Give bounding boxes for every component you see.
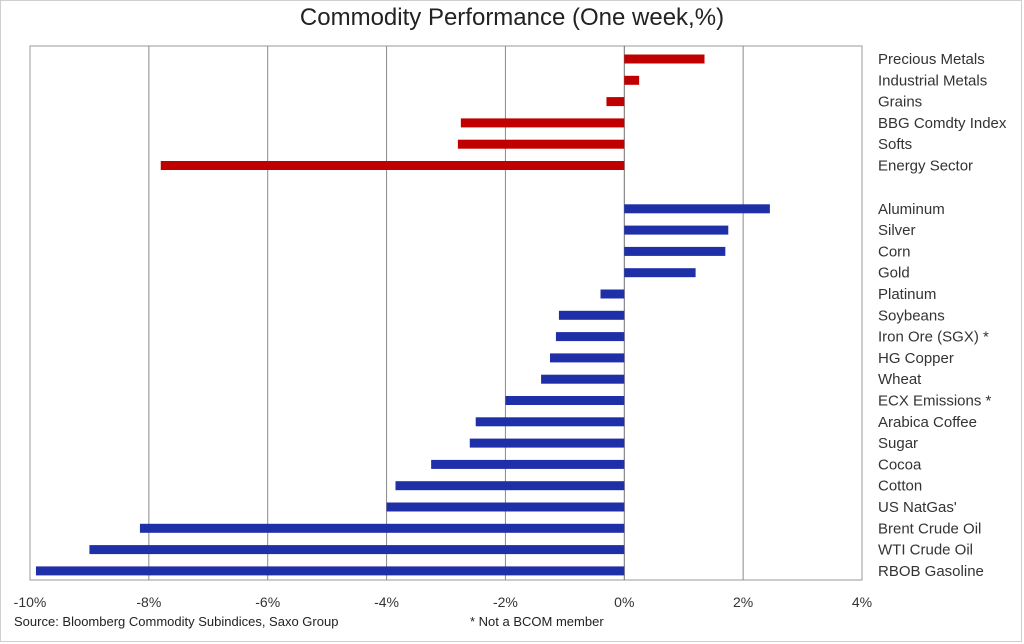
bar-cocoa xyxy=(431,459,625,469)
category-label: Energy Sector xyxy=(878,158,973,175)
x-tick-label: 0% xyxy=(614,594,634,610)
bar-grains xyxy=(606,97,625,107)
bar-cotton xyxy=(395,481,625,491)
bar-gold xyxy=(624,268,696,278)
category-label: BBG Comdty Index xyxy=(878,115,1007,132)
bar-sugar xyxy=(469,438,625,448)
bar-wti-crude-oil xyxy=(89,545,625,555)
bar-hg-copper xyxy=(550,353,625,363)
bar-silver xyxy=(624,225,729,235)
category-label: RBOB Gasoline xyxy=(878,563,984,580)
category-label: Cocoa xyxy=(878,456,922,473)
bar-iron-ore-sgx xyxy=(555,332,625,342)
category-label: Cotton xyxy=(878,478,922,495)
category-label: Precious Metals xyxy=(878,51,985,68)
category-label: HG Copper xyxy=(878,350,954,367)
bar-aluminum xyxy=(624,204,770,214)
x-tick-label: -4% xyxy=(374,594,399,610)
category-label: Aluminum xyxy=(878,201,945,218)
category-label: Wheat xyxy=(878,371,922,388)
x-tick-label: -10% xyxy=(14,594,47,610)
footnote: * Not a BCOM member xyxy=(470,614,604,629)
plot-area xyxy=(29,45,863,581)
bar-soybeans xyxy=(558,310,625,320)
x-tick-label: 4% xyxy=(852,594,872,610)
category-label: Softs xyxy=(878,136,912,153)
category-label: US NatGas' xyxy=(878,499,957,516)
x-tick-label: -8% xyxy=(136,594,161,610)
bar-corn xyxy=(624,246,726,256)
category-label: Grains xyxy=(878,94,922,111)
bar-arabica-coffee xyxy=(475,417,625,427)
bar-bbg-comdty-index xyxy=(460,118,625,128)
bar-precious-metals xyxy=(624,54,705,64)
x-tick-label: 2% xyxy=(733,594,753,610)
category-label: Iron Ore (SGX) * xyxy=(878,329,989,346)
bar-platinum xyxy=(600,289,625,299)
bar-ecx-emissions xyxy=(505,396,625,405)
bar-wheat xyxy=(541,374,625,384)
bar-softs xyxy=(457,139,625,149)
bar-rbob-gasoline xyxy=(35,566,625,576)
category-label: WTI Crude Oil xyxy=(878,542,973,559)
category-label: Arabica Coffee xyxy=(878,414,977,431)
category-label: Soybeans xyxy=(878,307,945,324)
category-label: Corn xyxy=(878,243,911,260)
category-label: Sugar xyxy=(878,435,918,452)
x-tick-label: -6% xyxy=(255,594,280,610)
bar-energy-sector xyxy=(160,161,625,170)
bar-industrial-metals xyxy=(624,75,640,85)
category-label: Brent Crude Oil xyxy=(878,520,981,537)
chart-title: Commodity Performance (One week,%) xyxy=(299,4,725,31)
category-label: Platinum xyxy=(878,286,936,303)
x-tick-label: -2% xyxy=(493,594,518,610)
source-note: Source: Bloomberg Commodity Subindices, … xyxy=(14,614,339,629)
bar-us-natgas xyxy=(386,502,625,512)
category-label: Silver xyxy=(878,222,916,239)
category-label: Gold xyxy=(878,265,910,282)
category-label: Industrial Metals xyxy=(878,72,987,89)
category-label: ECX Emissions * xyxy=(878,393,992,410)
bar-brent-crude-oil xyxy=(139,523,625,533)
